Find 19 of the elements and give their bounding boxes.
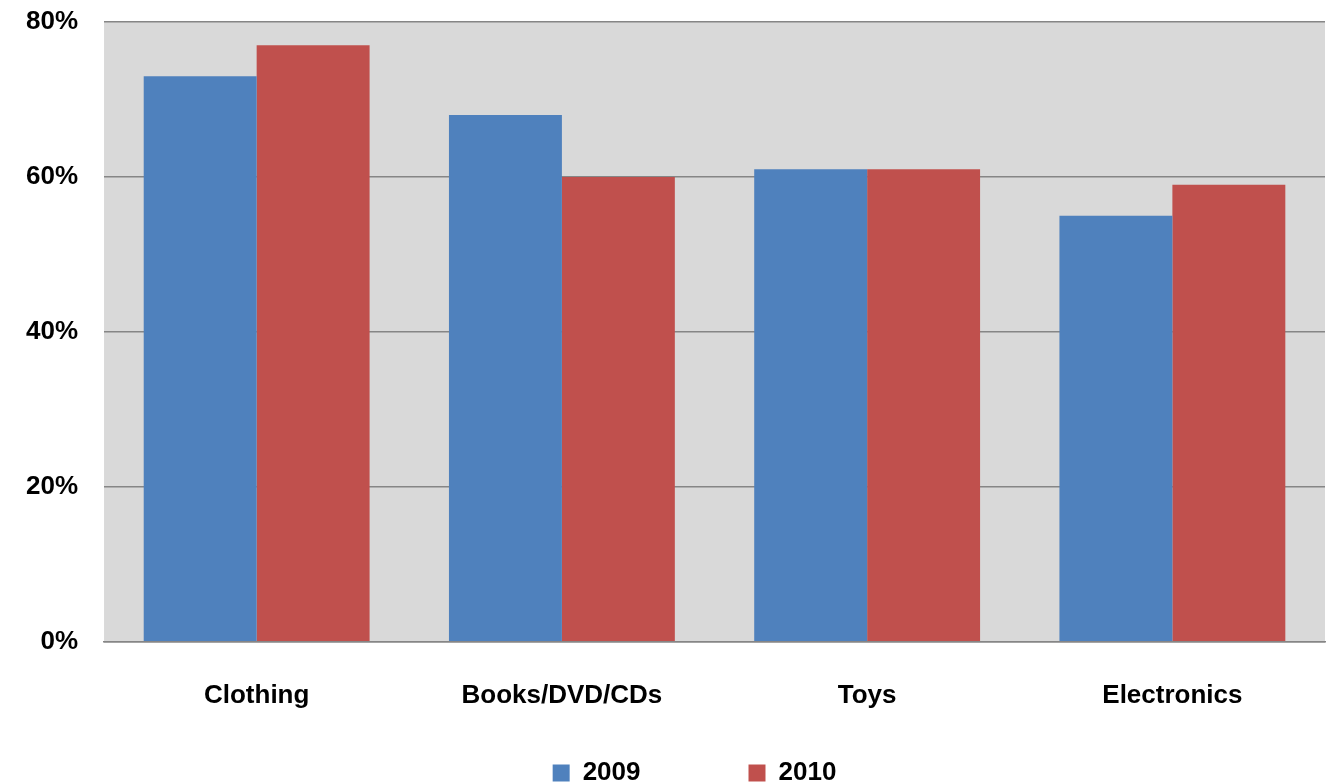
bar (867, 169, 981, 642)
x-tick-label: Toys (837, 678, 897, 709)
x-tick-label: Books/DVD/CDs (461, 678, 663, 709)
y-tick-label: 40% (25, 315, 79, 346)
x-tick-label: Clothing (203, 678, 310, 709)
y-tick-label: 80% (25, 5, 79, 36)
y-tick-label: 0% (40, 624, 79, 655)
bar (1059, 215, 1173, 642)
bar (754, 169, 868, 642)
y-tick-label: 20% (25, 470, 79, 501)
bar (448, 114, 562, 642)
y-tick-label: 60% (25, 160, 79, 191)
legend-label: 2010 (778, 756, 837, 783)
bar (256, 45, 370, 642)
legend-label: 2009 (582, 756, 641, 783)
x-tick-label: Electronics (1102, 678, 1243, 709)
bar (1172, 184, 1286, 642)
bar (561, 176, 675, 642)
bar (143, 76, 257, 642)
